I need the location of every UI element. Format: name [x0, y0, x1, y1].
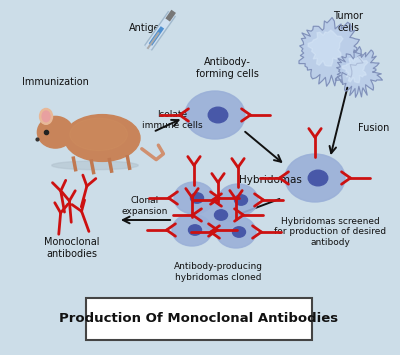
- Ellipse shape: [188, 225, 202, 235]
- Polygon shape: [299, 18, 363, 86]
- FancyBboxPatch shape: [86, 298, 312, 340]
- Text: Fusion: Fusion: [358, 123, 389, 133]
- Ellipse shape: [198, 199, 238, 231]
- Text: Antigen: Antigen: [129, 23, 167, 33]
- Ellipse shape: [172, 214, 212, 246]
- Text: Antibody-producing
hybridomas cloned: Antibody-producing hybridomas cloned: [174, 262, 262, 282]
- Ellipse shape: [40, 109, 52, 124]
- Ellipse shape: [174, 182, 214, 214]
- Text: Tumor
cells: Tumor cells: [333, 11, 363, 33]
- Ellipse shape: [38, 116, 74, 148]
- Ellipse shape: [285, 154, 345, 202]
- Ellipse shape: [42, 111, 50, 122]
- Ellipse shape: [208, 107, 228, 123]
- Ellipse shape: [232, 227, 246, 237]
- Ellipse shape: [216, 216, 256, 248]
- Ellipse shape: [185, 91, 245, 139]
- Text: Isolate
immune cells: Isolate immune cells: [142, 110, 202, 130]
- Text: Antibody-
forming cells: Antibody- forming cells: [196, 57, 258, 79]
- Text: Hybridomas: Hybridomas: [238, 175, 302, 185]
- Text: Clonal
expansion: Clonal expansion: [122, 196, 168, 216]
- Ellipse shape: [52, 161, 138, 170]
- Ellipse shape: [308, 170, 328, 186]
- Text: Production Of Monoclonal Antibodies: Production Of Monoclonal Antibodies: [60, 312, 338, 326]
- Text: Immunization: Immunization: [22, 77, 88, 87]
- Polygon shape: [308, 30, 343, 66]
- Ellipse shape: [234, 195, 248, 205]
- Text: Hybridomas screened
for production of desired
antibody: Hybridomas screened for production of de…: [274, 217, 386, 247]
- Text: Monoclonal
antibodies: Monoclonal antibodies: [44, 237, 100, 259]
- Ellipse shape: [64, 115, 140, 162]
- Ellipse shape: [214, 210, 228, 220]
- Ellipse shape: [218, 184, 258, 216]
- Ellipse shape: [70, 118, 127, 151]
- Polygon shape: [336, 47, 382, 97]
- Polygon shape: [342, 56, 368, 83]
- Ellipse shape: [190, 193, 204, 203]
